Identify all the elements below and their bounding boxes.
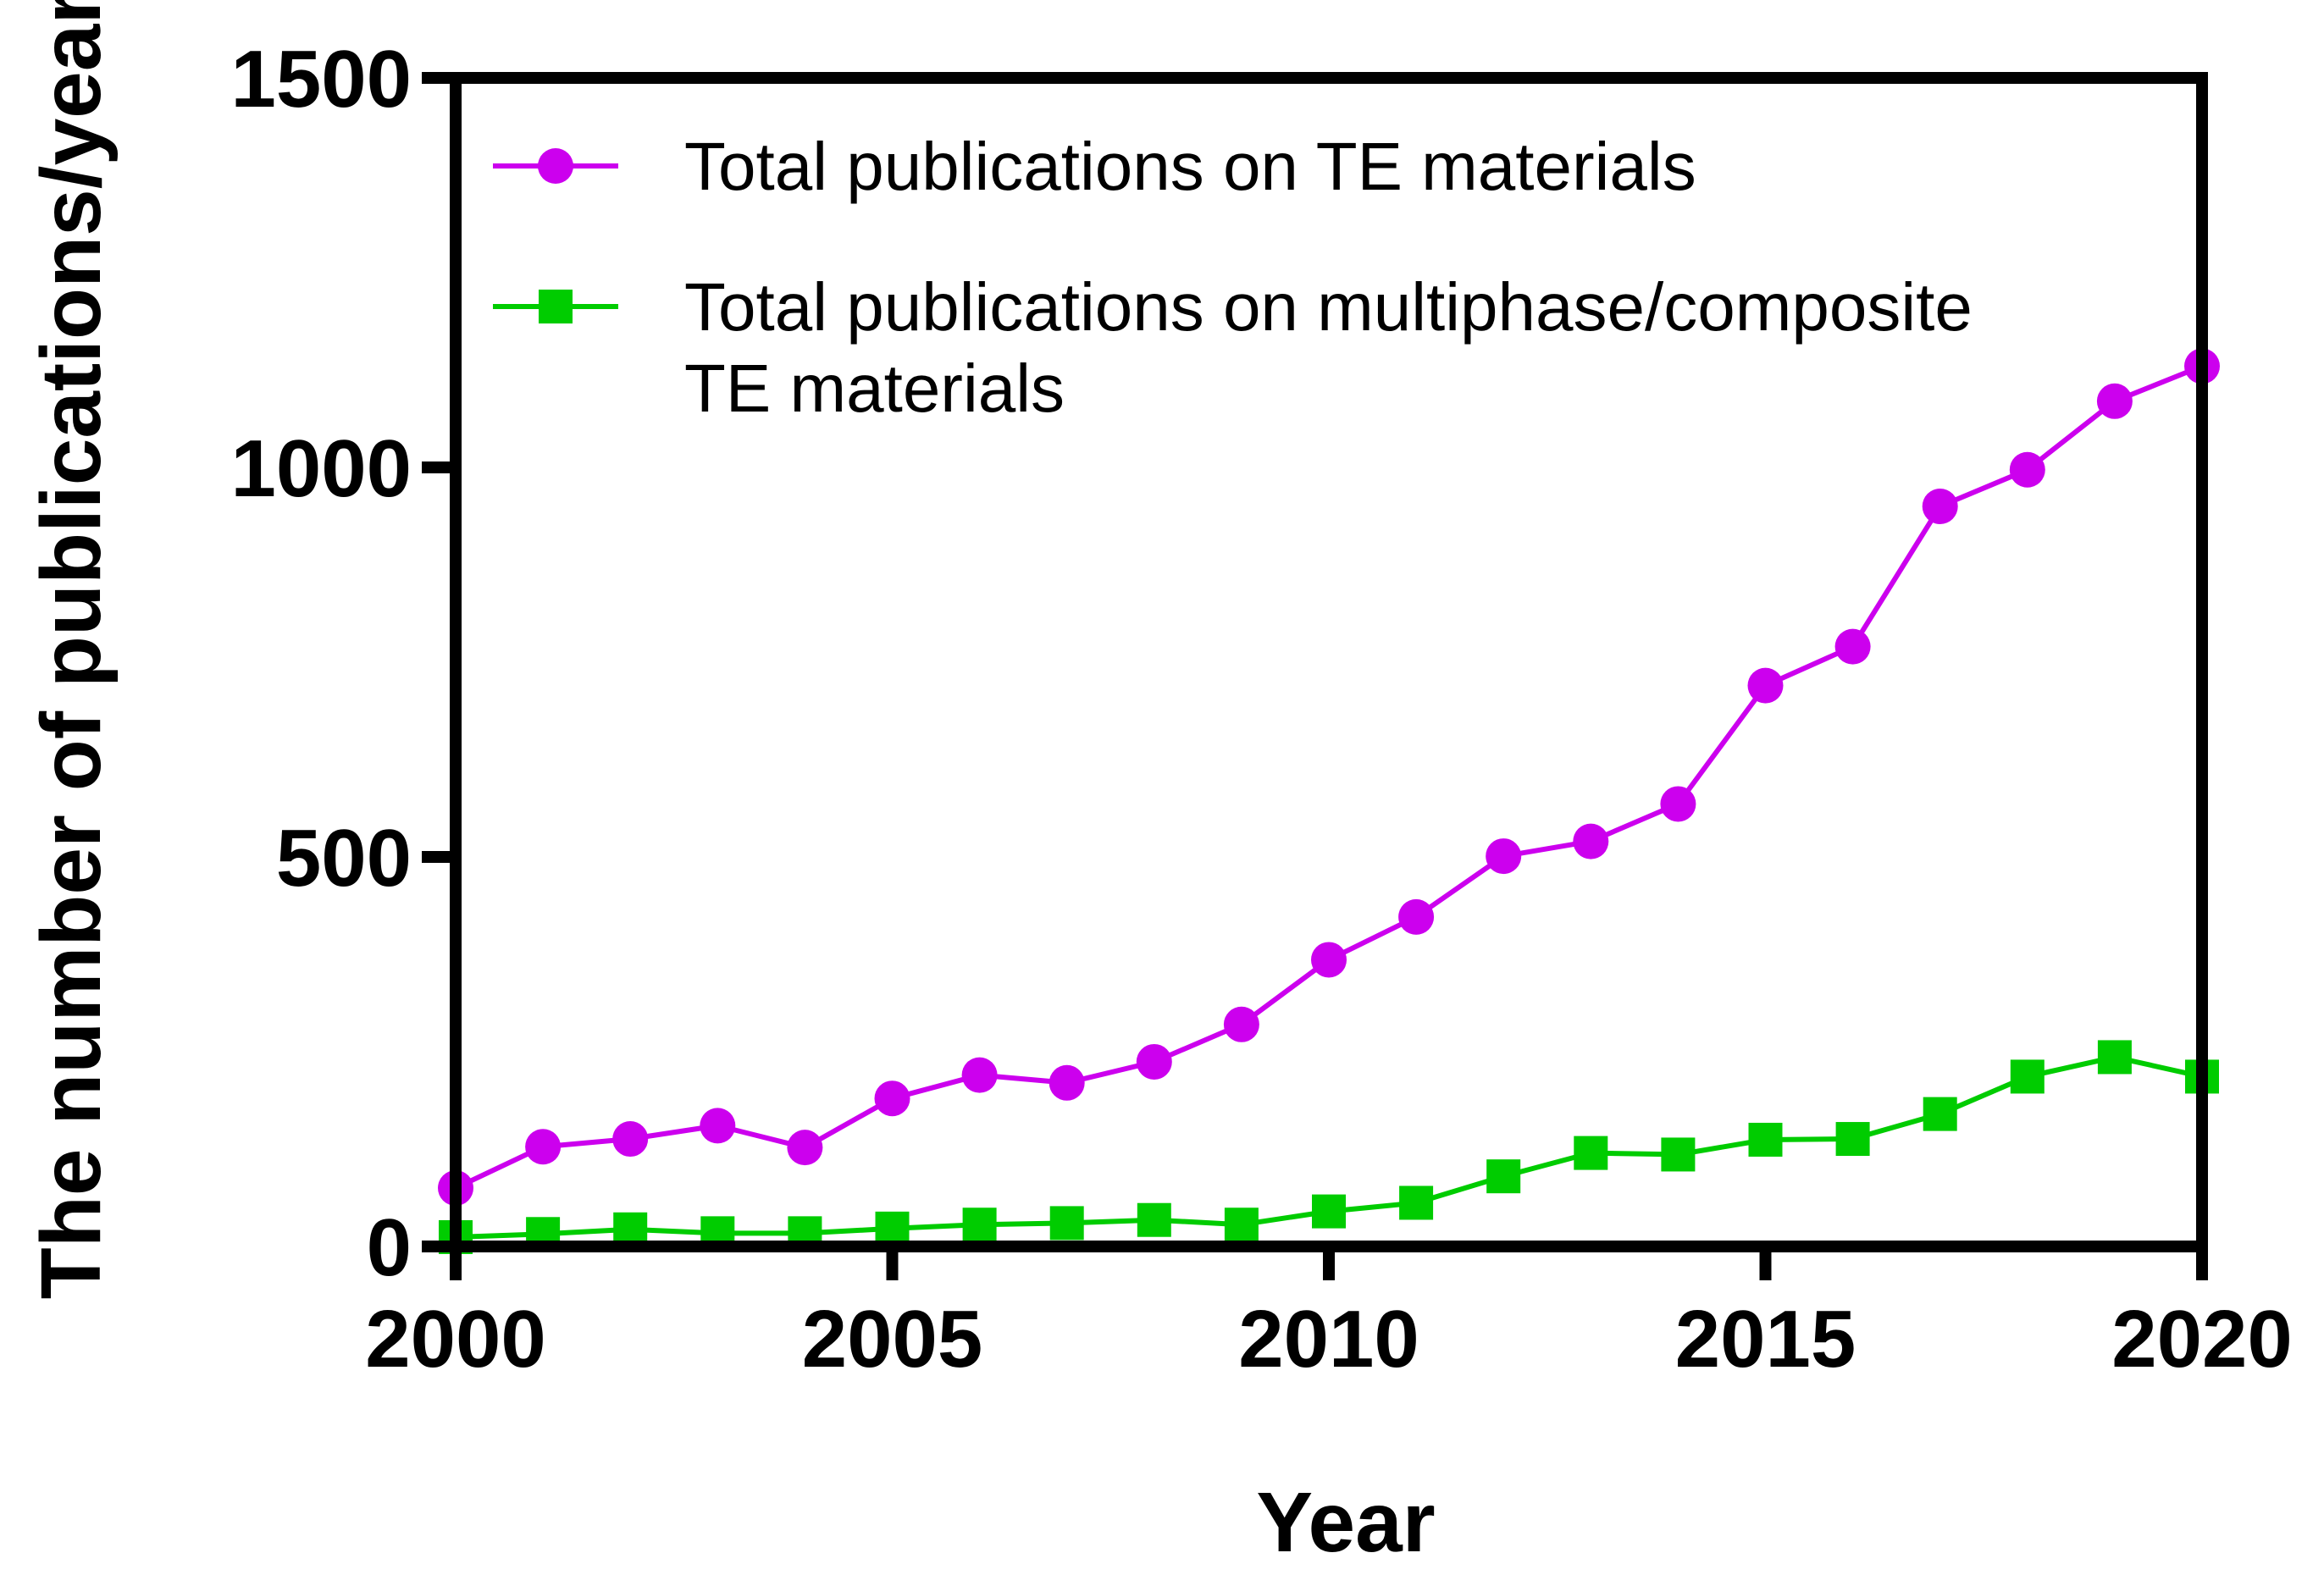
series-2-point [962, 1208, 997, 1242]
series-1-point [1136, 1043, 1172, 1080]
legend-marker [538, 148, 573, 184]
legend-label: Total publications on TE materials [684, 129, 1696, 204]
y-tick-label: 500 [276, 813, 412, 904]
series-1-point [525, 1129, 562, 1165]
series-2-point [1312, 1194, 1346, 1229]
series-1-point [874, 1080, 910, 1117]
y-tick-label: 1500 [230, 34, 412, 124]
series-2-point [1137, 1202, 1171, 1237]
series-1-point [2096, 383, 2133, 419]
legend-entry-2: Total publications on multiphase/composi… [493, 269, 1973, 426]
series-2-point [1835, 1122, 1870, 1157]
series-2-point [1574, 1136, 1608, 1170]
x-tick-label: 2020 [2111, 1294, 2293, 1384]
legend-entry-1: Total publications on TE materials [493, 129, 1696, 204]
series-2-point [875, 1211, 910, 1246]
x-tick-label: 2000 [365, 1294, 546, 1384]
series-2-point [1923, 1097, 1957, 1131]
series-2-point [2097, 1040, 2132, 1075]
series-1-point [1660, 786, 1696, 822]
series-1-point [1747, 667, 1784, 704]
series-1-point [1223, 1006, 1259, 1042]
series-1-point [1311, 942, 1347, 978]
legend: Total publications on TE materials Total … [493, 129, 1973, 426]
series-2 [439, 1040, 2219, 1254]
x-tick-label: 2005 [802, 1294, 983, 1384]
series-1-point [1486, 838, 1522, 875]
series-2-point [1661, 1137, 1696, 1172]
x-tick-label: 2010 [1238, 1294, 1419, 1384]
series-layer [438, 348, 2220, 1254]
series-1-point [1834, 628, 1871, 665]
y-axis-title: The number of publications/year [24, 0, 119, 1299]
series-1-point [1398, 898, 1435, 935]
series-1-point [1922, 489, 1958, 524]
series-2-point [2010, 1059, 2045, 1094]
x-axis-title: Year [1256, 1475, 1435, 1570]
series-2-point [1399, 1185, 1434, 1220]
legend-marker [539, 290, 573, 323]
series-1 [438, 348, 2220, 1206]
series-1-point [1573, 823, 1609, 859]
x-tick-label: 2015 [1675, 1294, 1856, 1384]
series-2-point [1224, 1208, 1259, 1242]
series-1-point [612, 1121, 649, 1158]
series-2-point [1748, 1122, 1783, 1157]
series-1-point [2009, 451, 2045, 488]
plot-frame [450, 72, 2208, 1252]
series-1-point [700, 1108, 736, 1144]
series-2-point [1486, 1159, 1521, 1194]
axes-layer: 0 500 1000 1500 2000 2005 2010 2015 2020 [230, 34, 2292, 1384]
legend-label: Total publications on multiphase/composi… [684, 269, 1973, 345]
series-1-point [961, 1057, 998, 1093]
series-2-point [1049, 1206, 1084, 1241]
series-1-point [1049, 1064, 1085, 1101]
y-tick-label: 1000 [230, 423, 412, 514]
legend-label: TE materials [684, 351, 1065, 426]
y-tick-label: 0 [367, 1202, 412, 1293]
series-1-point [787, 1130, 823, 1166]
